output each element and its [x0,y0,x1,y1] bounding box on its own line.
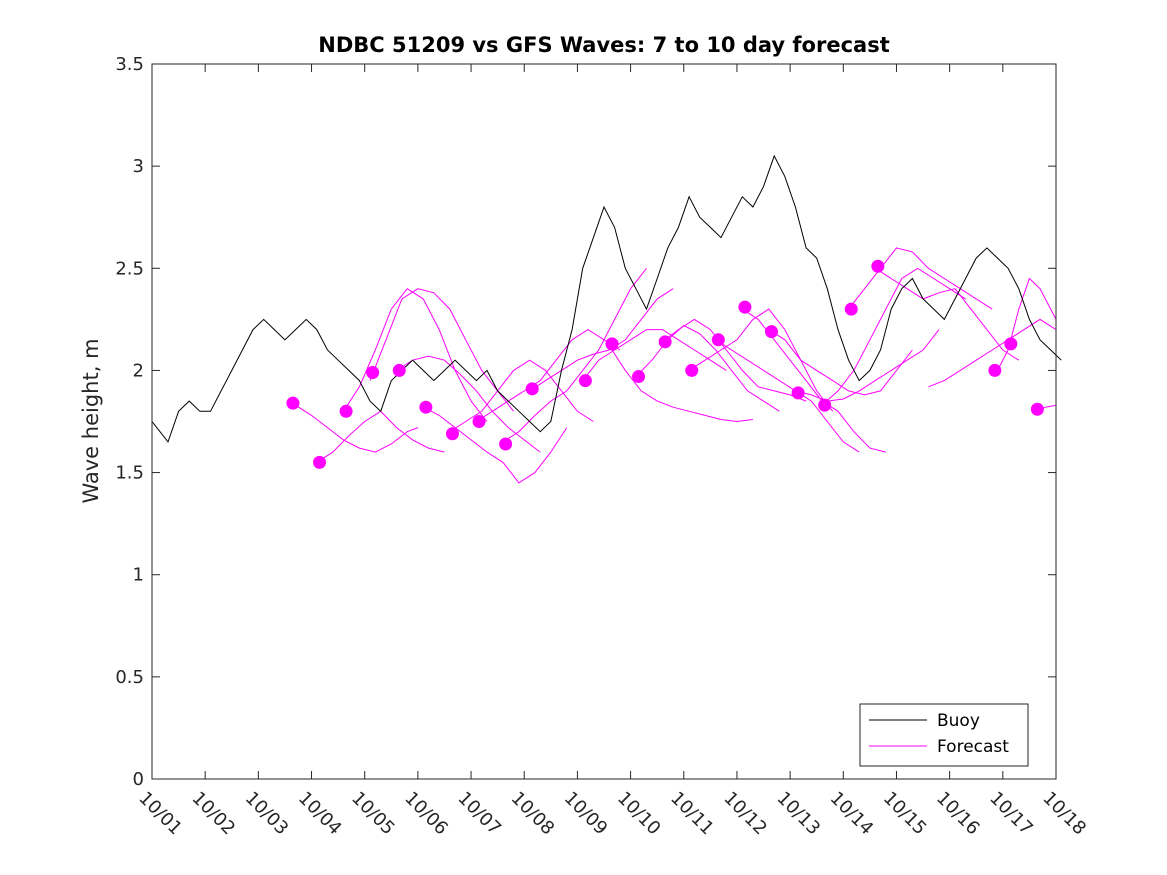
forecast-line [502,267,647,443]
forecast-line [928,318,1057,388]
forecast-marker [286,396,300,410]
forecast-line [342,288,488,422]
y-axis-label: Wave height, m [79,338,103,503]
y-tick-label: 2 [133,360,144,381]
forecast-line [449,359,594,433]
forecast-marker [313,455,327,469]
forecast-marker [366,365,380,379]
forecast-line [608,345,753,423]
legend-box [859,703,1029,767]
plot-area [152,64,1056,779]
forecast-marker [632,370,646,384]
forecast-line [635,324,780,412]
axes-box [151,63,1057,780]
legend: Buoy Forecast [859,703,1029,767]
forecast-marker [472,415,486,428]
forecast-line [529,288,674,392]
forecast-line [715,339,860,453]
forecast-marker [765,325,779,339]
forecast-marker [738,300,752,314]
forecast-line [662,318,807,402]
forecast-marker [685,363,699,377]
forecast-marker [791,386,805,400]
y-axis-ticks: 0 0.5 1 1.5 2 2.5 3 3.5 [115,54,1056,790]
forecast-line [795,329,940,402]
forecast-marker [658,335,672,349]
legend-buoy-label: Buoy [937,711,980,731]
forecast-marker [605,337,619,351]
forecast-line [997,277,1057,371]
y-tick-label: 1 [133,565,144,586]
forecast-line [422,406,568,484]
forecast-line [476,329,621,422]
forecast-marker [818,398,832,412]
forecast-marker [339,404,353,418]
forecast-marker [988,363,1002,377]
forecast-line [768,329,913,396]
forecast-marker [392,363,406,377]
chart-title: NDBC 51209 vs GFS Waves: 7 to 10 day for… [318,33,889,57]
forecast-marker [871,259,885,273]
y-tick-label: 3 [133,156,144,177]
forecast-marker [578,374,592,388]
forecast-marker [445,427,459,441]
forecast-marker [844,302,858,316]
forecast-line [369,288,514,412]
forecast-marker [711,333,725,347]
buoy-line [151,154,1062,443]
forecast-line [688,308,834,412]
forecast-line [821,267,966,406]
forecast-line [874,267,1020,361]
forecast-marker [419,400,433,414]
forecast-line [582,329,727,381]
y-tick-label: 2.5 [115,258,144,279]
y-tick-label: 0 [133,769,144,790]
legend-forecast-label: Forecast [937,737,1009,757]
forecast-marker [499,437,513,451]
forecast-marker [1004,337,1018,351]
forecast-line [848,247,993,310]
y-tick-label: 0.5 [115,667,144,688]
forecast-marker [1030,402,1044,416]
forecast-marker [525,382,539,396]
forecast-line [295,404,419,453]
y-tick-label: 3.5 [115,54,144,75]
series-layer [151,154,1062,484]
y-tick-label: 1.5 [115,463,144,484]
